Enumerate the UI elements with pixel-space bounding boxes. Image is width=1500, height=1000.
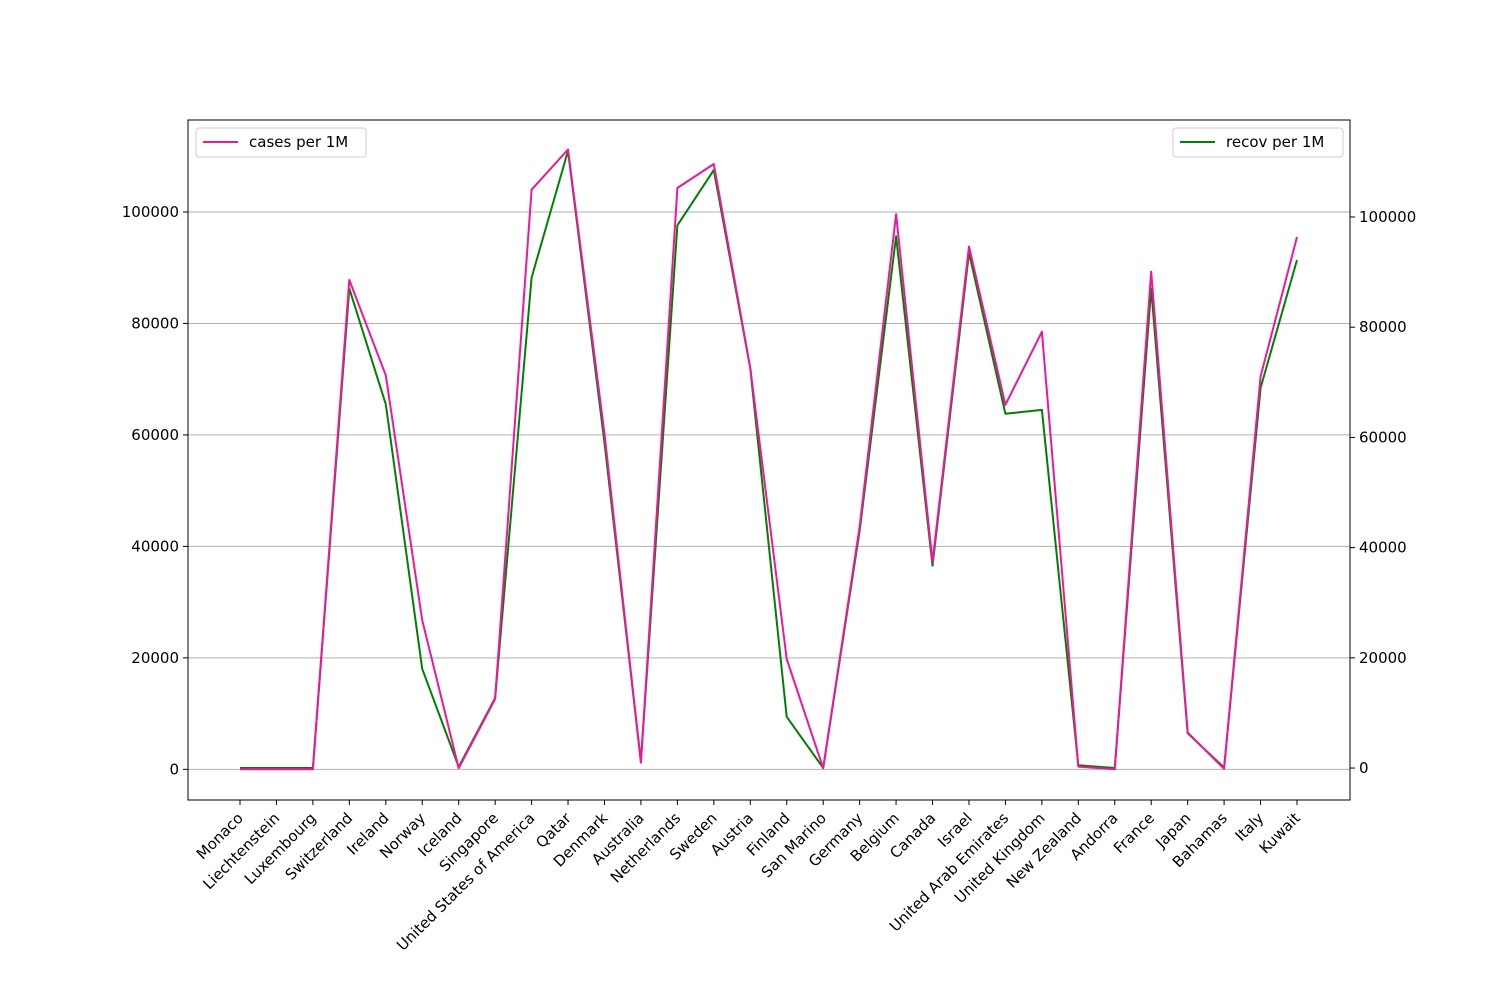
right-y-tick-label: 100000 (1359, 208, 1416, 226)
right-y-tick-label: 0 (1359, 759, 1369, 777)
x-tick-label: France (1110, 809, 1158, 857)
left-y-tick-label: 20000 (131, 649, 179, 667)
left-y-tick-label: 60000 (131, 426, 179, 444)
x-axis: MonacoLiechtensteinLuxembourgSwitzerland… (193, 800, 1304, 954)
x-tick-label: Kuwait (1256, 809, 1304, 857)
left-y-tick-label: 0 (169, 760, 179, 778)
series-layer (240, 148, 1298, 771)
left-y-tick-label: 80000 (131, 314, 179, 332)
legend-left-box (195, 127, 367, 158)
legend-left: cases per 1M (195, 127, 367, 158)
left-y-tick-label: 40000 (131, 537, 179, 555)
left-y-axis: 0 20000 40000 60000 80000 100000 (122, 203, 188, 778)
series-line-cases (240, 148, 1298, 771)
grid-layer (188, 211, 1350, 770)
left-y-tick-label: 100000 (122, 203, 179, 221)
right-y-axis: 0 20000 40000 60000 80000 100000 (1350, 208, 1416, 777)
right-y-tick-label: 80000 (1359, 318, 1407, 336)
legend-left-label: cases per 1M (249, 133, 348, 151)
legend-right-box (1172, 127, 1344, 158)
legend-right-label: recov per 1M (1226, 133, 1324, 151)
legend-right: recov per 1M (1172, 127, 1344, 158)
plot-frame (187, 119, 1351, 801)
right-y-tick-label: 60000 (1359, 428, 1407, 446)
right-y-tick-label: 40000 (1359, 539, 1407, 557)
right-y-tick-label: 20000 (1359, 649, 1407, 667)
